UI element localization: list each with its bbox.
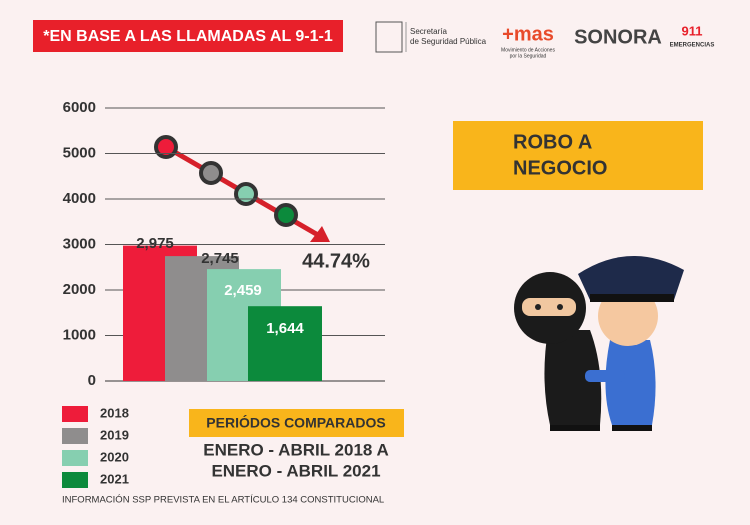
value-label: 2,459	[224, 282, 262, 299]
legend-swatch	[62, 472, 88, 488]
trend-dot	[154, 135, 178, 159]
period-box	[189, 409, 404, 437]
legend: 2018 2019 2020 2021	[62, 405, 129, 488]
period-line: ENERO - ABRIL 2021	[211, 461, 380, 480]
logo-text: Movimiento de Acciones	[501, 47, 555, 53]
period-label: PERIÓDOS COMPARADOS	[206, 414, 385, 431]
y-tick-label: 2000	[63, 281, 96, 298]
logo-mas: +mas	[502, 23, 554, 45]
logo-911: 911	[682, 23, 703, 38]
legend-label: 2019	[100, 427, 129, 442]
trend-dot	[199, 161, 223, 185]
logo-text: EMERGENCIAS	[670, 43, 715, 49]
legend-label: 2020	[100, 449, 129, 464]
value-label: 2,745	[201, 250, 239, 267]
legend-swatch	[62, 406, 88, 422]
value-label: 2,975	[136, 235, 174, 252]
period-line: ENERO - ABRIL 2018 A	[203, 440, 388, 459]
crime-title: NEGOCIO	[513, 157, 607, 179]
logo-icon	[375, 21, 403, 53]
trend-dot	[274, 203, 298, 227]
y-tick-label: 5000	[63, 144, 96, 161]
logo-sonora: SONORA	[574, 26, 662, 48]
banner: *EN BASE A LAS LLAMADAS AL 9-1-1	[43, 28, 333, 45]
value-label: 1,644	[266, 320, 304, 337]
trend-dot	[234, 182, 258, 206]
banner-box	[33, 20, 343, 52]
legend-label: 2018	[100, 405, 129, 420]
legend-label: 2021	[100, 471, 129, 486]
y-tick-label: 4000	[63, 190, 96, 207]
y-tick-label: 0	[88, 372, 96, 389]
legend-swatch	[62, 450, 88, 466]
logo-text: por la Seguridad	[510, 53, 547, 59]
logo-text: Secretaría	[410, 27, 447, 36]
footer: INFORMACIÓN SSP PREVISTA EN EL ARTÍCULO …	[62, 495, 384, 506]
crime-title: ROBO A	[513, 131, 592, 153]
arrow-head	[310, 226, 330, 242]
plot: 0 1000 2000 3000 4000 5000 6000 2,975 2,745 2,459…	[63, 99, 385, 389]
y-tick-label: 3000	[63, 235, 96, 252]
y-tick-label: 1000	[63, 326, 96, 343]
y-tick-label: 6000	[63, 99, 96, 116]
annotation: 44.74%	[302, 250, 370, 272]
legend-swatch	[62, 428, 88, 444]
bar	[248, 306, 322, 381]
crime-box	[453, 121, 703, 190]
illustration	[514, 255, 684, 431]
logo-text: de Seguridad Pública	[410, 37, 487, 46]
